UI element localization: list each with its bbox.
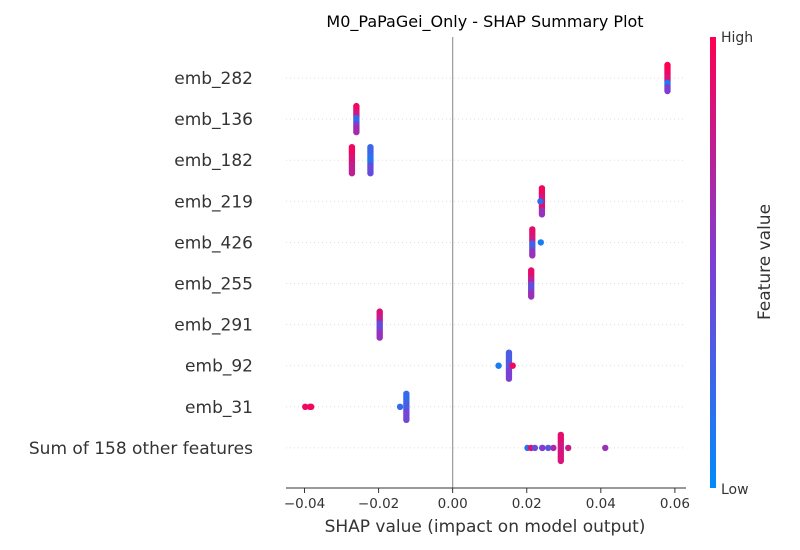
x-tick-label: 0.04 [586,496,616,512]
feature-labels: emb_282 emb_136 emb_182 emb_219 emb_426 emb_2… [29,69,253,459]
x-tick-label: 0.06 [660,496,690,512]
x-tick-label: 0.02 [512,496,542,512]
shap-point [348,170,356,177]
chart-title: M0_PaPaGei_Only - SHAP Summary Plot [326,12,643,32]
shap-point [529,252,536,259]
shap-point [367,170,374,177]
shap-point [505,375,513,382]
colorbar-label: Feature value [755,204,775,320]
shap-point [495,362,502,369]
feature-label: emb_92 [185,357,253,377]
shap-point [538,211,546,218]
shap-point [302,403,309,410]
feature-label: emb_182 [174,151,253,171]
feature-label: emb_426 [174,233,253,253]
shap-point [557,457,565,465]
feature-label: emb_219 [174,192,253,212]
shap-point [602,444,609,452]
feature-label: emb_291 [174,316,253,336]
shap-point [396,403,404,410]
feature-label: emb_31 [185,398,253,418]
x-tick-label: −0.02 [358,496,399,512]
shap-point [353,128,360,136]
feature-label: emb_282 [174,69,253,89]
shap-point [537,198,544,205]
row-guides [286,77,686,449]
shap-point [537,239,545,246]
shap-point [403,416,410,423]
shap-point [545,444,552,452]
shap-point [539,444,546,452]
shap-point [664,87,671,95]
x-axis-label: SHAP value (impact on model output) [325,517,646,537]
feature-label: Sum of 158 other features [29,439,253,459]
shap-point [527,293,535,300]
x-ticks: −0.04 −0.02 0.00 0.02 0.04 0.06 [284,488,690,512]
colorbar [710,37,716,488]
shap-point [565,444,572,452]
data-points [302,61,671,465]
shap-point [376,334,383,341]
shap-point [307,403,315,410]
shap-point [550,444,557,452]
shap-point [509,362,516,369]
feature-label: emb_136 [174,110,253,130]
x-tick-label: 0.00 [438,496,468,512]
shap-point [531,444,539,452]
x-tick-label: −0.04 [284,496,325,512]
feature-label: emb_255 [174,275,253,295]
colorbar-low-label: Low [721,482,749,498]
colorbar-high-label: High [721,30,753,46]
